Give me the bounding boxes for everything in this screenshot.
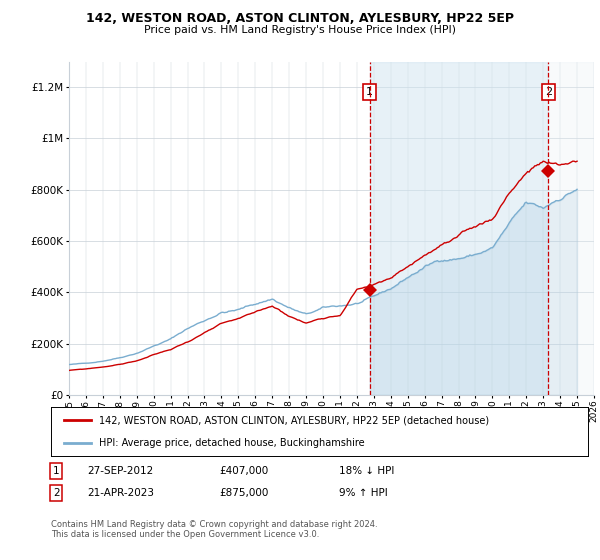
Bar bbox=[548, 62, 594, 395]
Text: 1: 1 bbox=[366, 87, 373, 97]
Text: 2: 2 bbox=[545, 87, 552, 97]
Bar bbox=[370, 62, 548, 395]
Text: Contains HM Land Registry data © Crown copyright and database right 2024.
This d: Contains HM Land Registry data © Crown c… bbox=[51, 520, 377, 539]
Text: 21-APR-2023: 21-APR-2023 bbox=[87, 488, 154, 498]
Text: 142, WESTON ROAD, ASTON CLINTON, AYLESBURY, HP22 5EP (detached house): 142, WESTON ROAD, ASTON CLINTON, AYLESBU… bbox=[100, 416, 490, 426]
Text: 9% ↑ HPI: 9% ↑ HPI bbox=[339, 488, 388, 498]
Text: 18% ↓ HPI: 18% ↓ HPI bbox=[339, 466, 394, 476]
Text: Price paid vs. HM Land Registry's House Price Index (HPI): Price paid vs. HM Land Registry's House … bbox=[144, 25, 456, 35]
Bar bbox=[548, 62, 594, 395]
Text: £875,000: £875,000 bbox=[219, 488, 268, 498]
Text: 2: 2 bbox=[53, 488, 59, 498]
Text: HPI: Average price, detached house, Buckinghamshire: HPI: Average price, detached house, Buck… bbox=[100, 438, 365, 448]
Text: £407,000: £407,000 bbox=[219, 466, 268, 476]
Text: 27-SEP-2012: 27-SEP-2012 bbox=[87, 466, 153, 476]
Text: 142, WESTON ROAD, ASTON CLINTON, AYLESBURY, HP22 5EP: 142, WESTON ROAD, ASTON CLINTON, AYLESBU… bbox=[86, 12, 514, 25]
Text: 1: 1 bbox=[53, 466, 59, 476]
